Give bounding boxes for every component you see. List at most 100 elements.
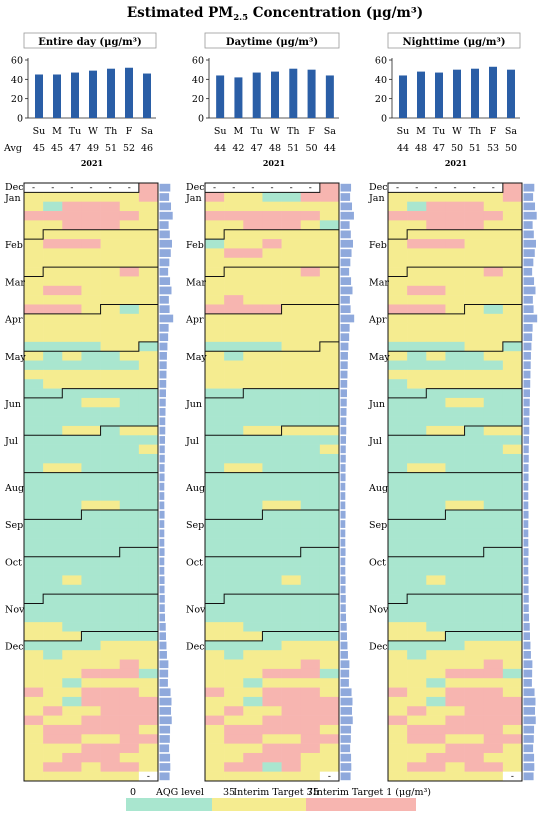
heatmap-cell	[281, 510, 302, 520]
heatmap-cell	[300, 762, 321, 772]
heatmap-cell	[205, 696, 225, 707]
heatmap-cell	[445, 332, 465, 343]
heatmap-cell	[62, 678, 82, 688]
month-boundary	[388, 593, 522, 604]
heatmap-cell	[243, 257, 263, 268]
heatmap-cell	[281, 267, 302, 277]
heatmap-cell	[205, 631, 225, 642]
weekly-mean-bar	[523, 622, 530, 631]
weekly-mean-bar	[523, 464, 529, 472]
heatmap-cell	[100, 575, 121, 586]
heatmap-cell	[502, 435, 523, 445]
heatmap-cell	[224, 444, 244, 455]
month-boundary	[205, 303, 339, 315]
heatmap-cell	[445, 547, 465, 558]
heatmap-cell	[262, 229, 282, 240]
heatmap-cell	[388, 192, 408, 202]
heatmap-cell	[24, 566, 44, 576]
heatmap-cell	[81, 743, 101, 754]
x-tick-label: Tu	[433, 126, 445, 137]
heatmap-cell	[426, 435, 446, 445]
weekly-heatmaps: - - - - - --DecJanFebMarAprMayJunJulAugSepOct…	[4, 182, 538, 782]
heatmap-cell	[483, 538, 504, 548]
heatmap-cell	[243, 351, 263, 361]
heatmap-cell	[24, 453, 44, 464]
heatmap-cell	[43, 678, 63, 688]
heatmap-cell	[62, 435, 82, 445]
heatmap-cell	[407, 285, 427, 296]
month-label-aug: Aug	[368, 483, 388, 494]
heatmap-cell	[243, 687, 263, 698]
heatmap-cell	[464, 220, 485, 231]
heatmap-cell	[426, 332, 446, 343]
heatmap-cell	[100, 407, 121, 417]
heatmap-cell	[388, 715, 408, 726]
heatmap-cell	[502, 631, 523, 642]
heatmap-cell	[407, 369, 427, 380]
weekly-mean-bar	[159, 211, 173, 220]
heatmap-cell	[388, 304, 408, 315]
heatmap-cell	[407, 332, 427, 343]
heatmap-cell	[100, 435, 121, 445]
heatmap-cell	[119, 752, 140, 763]
heatmap-cell	[319, 425, 340, 436]
heatmap-cell	[388, 594, 408, 604]
heatmap-cell	[243, 612, 263, 623]
weekly-mean-bar	[159, 707, 172, 715]
heatmap-cell	[205, 640, 225, 651]
x-tick-label: W	[452, 126, 462, 137]
heatmap-cell	[43, 538, 63, 548]
heatmap-cell	[300, 220, 321, 231]
heatmap-cell	[119, 631, 140, 642]
heatmap-cell	[281, 724, 302, 735]
heatmap-cell	[388, 668, 408, 679]
heatmap-cell	[502, 668, 523, 679]
weekly-mean-bar	[523, 650, 531, 659]
no-data-marker: -	[128, 183, 131, 193]
heatmap-cell	[407, 603, 427, 614]
heatmap-cell	[205, 435, 225, 445]
heatmap-cell	[205, 295, 225, 305]
heatmap-cell	[445, 696, 465, 707]
heatmap-cell	[138, 257, 159, 268]
heatmap-cell	[300, 622, 321, 632]
month-label-aug: Aug	[185, 483, 205, 494]
no-data-marker: -	[70, 183, 73, 193]
heatmap-cell	[319, 211, 340, 221]
weekly-mean-bar	[523, 735, 534, 743]
heatmap-cell	[300, 696, 321, 707]
heatmap-cell	[281, 341, 302, 352]
heatmap-cell	[224, 369, 244, 380]
heatmap-cell	[100, 453, 121, 464]
heatmap-cell	[119, 715, 140, 726]
heatmap-cell	[138, 622, 159, 632]
heatmap-cell	[81, 519, 101, 530]
heatmap-cell	[407, 678, 427, 688]
heatmap-cell	[426, 631, 446, 642]
heatmap-cell	[262, 659, 282, 670]
heatmap-cell	[81, 444, 101, 455]
heatmap-cell	[224, 519, 244, 530]
heatmap-cell	[464, 500, 485, 511]
heatmap-cell	[62, 622, 82, 632]
heatmap-cell	[205, 612, 225, 623]
heatmap-cell	[407, 453, 427, 464]
weekly-mean-bar	[340, 753, 352, 762]
heatmap-cell	[502, 229, 523, 240]
heatmap-cell	[62, 295, 82, 305]
heatmap-cell	[243, 584, 263, 595]
heatmap-cell	[262, 257, 282, 268]
heatmap-cell	[388, 407, 408, 417]
heatmap-cell	[300, 538, 321, 548]
heatmap-cell	[119, 201, 140, 212]
heatmap-cell	[445, 463, 465, 473]
bar-value-label: 46	[141, 143, 153, 154]
heatmap-cell	[319, 500, 340, 511]
month-boundary	[388, 631, 522, 642]
heatmap-cell	[319, 257, 340, 268]
heatmap-cell	[445, 500, 465, 511]
heatmap-cell	[281, 687, 302, 698]
heatmap-cell	[138, 248, 159, 259]
heatmap-cell	[119, 248, 140, 259]
heatmap-cell	[281, 332, 302, 343]
